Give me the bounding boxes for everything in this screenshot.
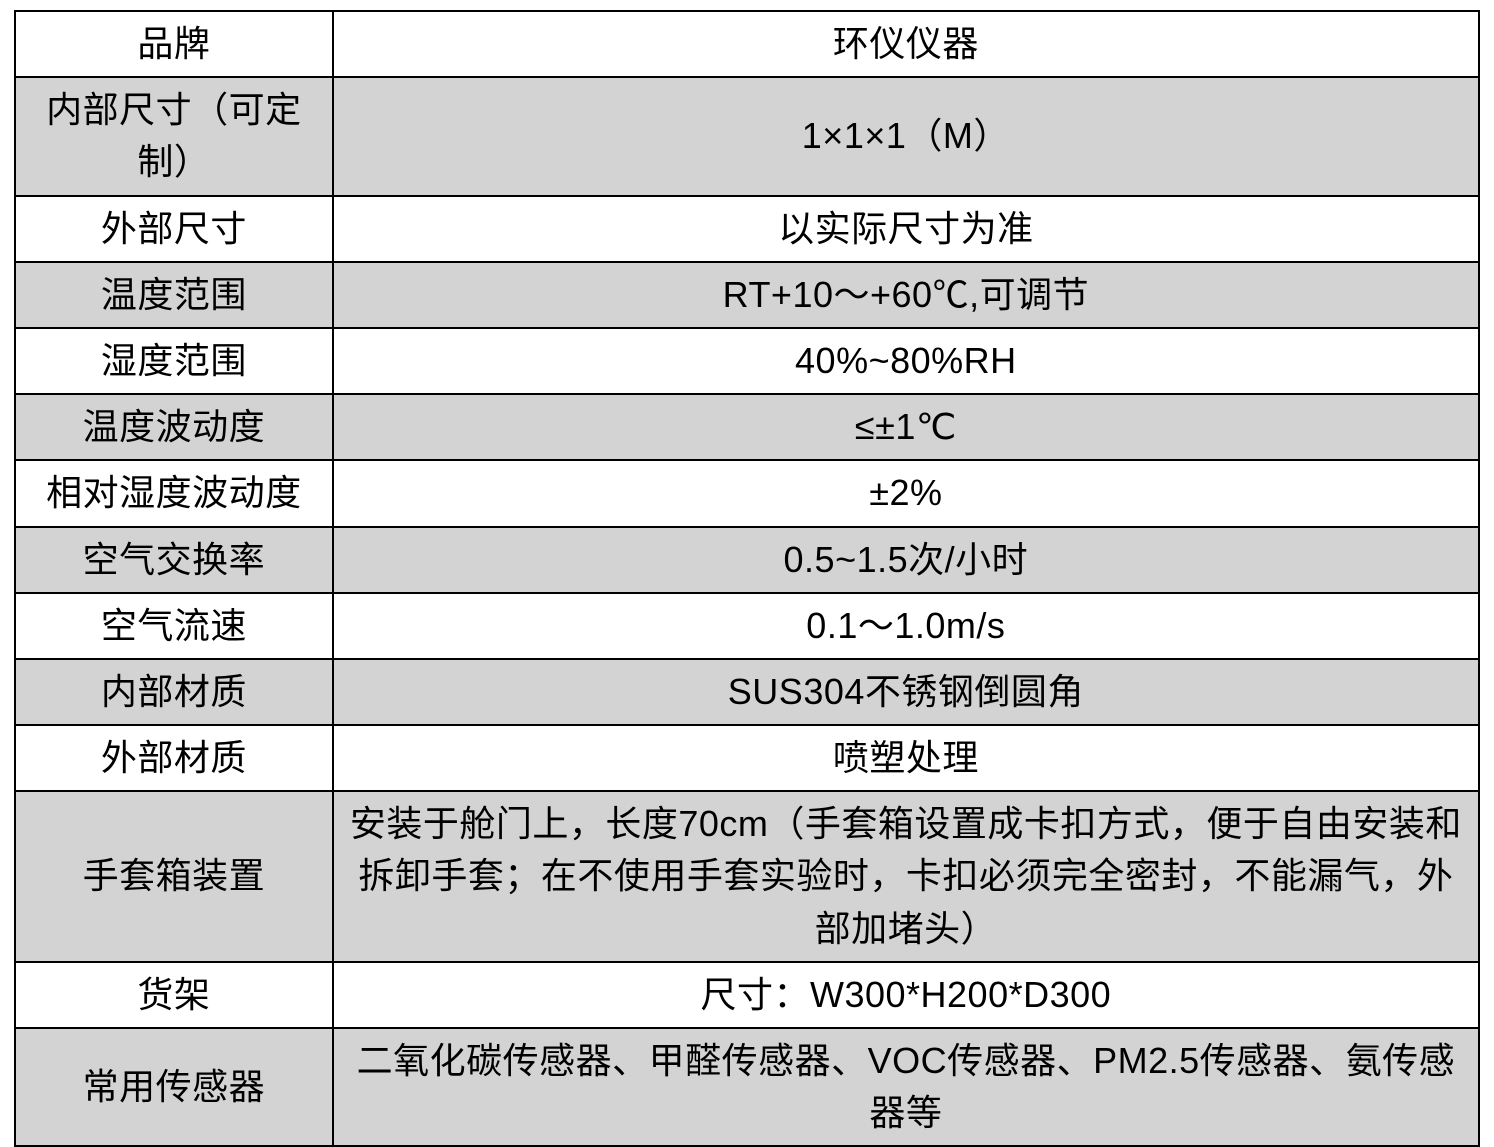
table-row: 空气流速 0.1～1.0m/s <box>15 593 1479 659</box>
spec-value: 环仪仪器 <box>333 11 1479 77</box>
spec-value: 1×1×1（M） <box>333 77 1479 195</box>
spec-label: 常用传感器 <box>15 1028 333 1146</box>
spec-table-body: 品牌 环仪仪器 内部尺寸（可定制） 1×1×1（M） 外部尺寸 以实际尺寸为准 … <box>15 11 1479 1146</box>
spec-value: 喷塑处理 <box>333 725 1479 791</box>
spec-value: 以实际尺寸为准 <box>333 196 1479 262</box>
table-row: 空气交换率 0.5~1.5次/小时 <box>15 527 1479 593</box>
table-row: 货架 尺寸：W300*H200*D300 <box>15 962 1479 1028</box>
table-row: 内部尺寸（可定制） 1×1×1（M） <box>15 77 1479 195</box>
table-row: 温度范围 RT+10～+60℃,可调节 <box>15 262 1479 328</box>
spec-value: RT+10～+60℃,可调节 <box>333 262 1479 328</box>
spec-value: 0.5~1.5次/小时 <box>333 527 1479 593</box>
spec-label: 外部材质 <box>15 725 333 791</box>
spec-label: 空气交换率 <box>15 527 333 593</box>
spec-label: 温度波动度 <box>15 394 333 460</box>
spec-value: 安装于舱门上，长度70cm（手套箱设置成卡扣方式，便于自由安装和拆卸手套；在不使… <box>333 791 1479 962</box>
spec-label: 温度范围 <box>15 262 333 328</box>
spec-label: 品牌 <box>15 11 333 77</box>
spec-label: 湿度范围 <box>15 328 333 394</box>
table-row: 品牌 环仪仪器 <box>15 11 1479 77</box>
table-row: 常用传感器 二氧化碳传感器、甲醛传感器、VOC传感器、PM2.5传感器、氨传感器… <box>15 1028 1479 1146</box>
table-row: 内部材质 SUS304不锈钢倒圆角 <box>15 659 1479 725</box>
spec-label: 外部尺寸 <box>15 196 333 262</box>
spec-label: 手套箱装置 <box>15 791 333 962</box>
spec-value: ≤±1℃ <box>333 394 1479 460</box>
spec-value: 40%~80%RH <box>333 328 1479 394</box>
table-row: 外部尺寸 以实际尺寸为准 <box>15 196 1479 262</box>
spec-value: ±2% <box>333 460 1479 526</box>
spec-label: 内部材质 <box>15 659 333 725</box>
table-row: 相对湿度波动度 ±2% <box>15 460 1479 526</box>
spec-value: 尺寸：W300*H200*D300 <box>333 962 1479 1028</box>
spec-value: 二氧化碳传感器、甲醛传感器、VOC传感器、PM2.5传感器、氨传感器等 <box>333 1028 1479 1146</box>
spec-value: 0.1～1.0m/s <box>333 593 1479 659</box>
spec-label: 货架 <box>15 962 333 1028</box>
spec-label: 内部尺寸（可定制） <box>15 77 333 195</box>
spec-value: SUS304不锈钢倒圆角 <box>333 659 1479 725</box>
spec-table-container: 品牌 环仪仪器 内部尺寸（可定制） 1×1×1（M） 外部尺寸 以实际尺寸为准 … <box>0 0 1494 1054</box>
spec-table: 品牌 环仪仪器 内部尺寸（可定制） 1×1×1（M） 外部尺寸 以实际尺寸为准 … <box>14 10 1480 1147</box>
table-row: 温度波动度 ≤±1℃ <box>15 394 1479 460</box>
table-row: 外部材质 喷塑处理 <box>15 725 1479 791</box>
spec-label: 相对湿度波动度 <box>15 460 333 526</box>
table-row: 手套箱装置 安装于舱门上，长度70cm（手套箱设置成卡扣方式，便于自由安装和拆卸… <box>15 791 1479 962</box>
table-row: 湿度范围 40%~80%RH <box>15 328 1479 394</box>
spec-label: 空气流速 <box>15 593 333 659</box>
